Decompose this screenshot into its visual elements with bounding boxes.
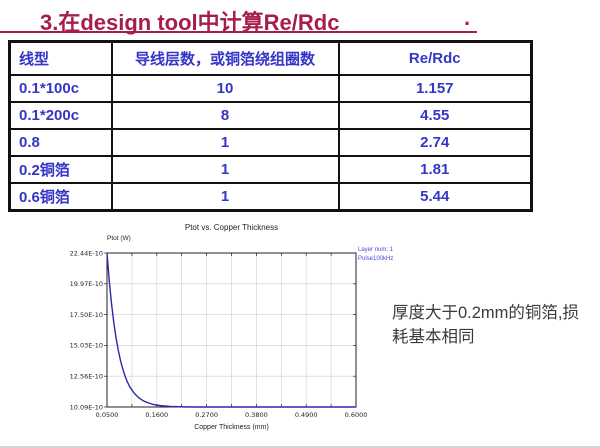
page-title: 3.在design tool中计算Re/Rdc bbox=[40, 10, 340, 35]
y-tick-label: 10.09E-10 bbox=[70, 403, 103, 411]
table-row: 0.6铜箔 1 5.44 bbox=[8, 182, 533, 212]
legend-entry: Pulse100kHz bbox=[358, 256, 394, 262]
table-cell: 0.1*100c bbox=[8, 74, 113, 103]
ptot-chart: 22.44E-10 19.97E-10 17.50E-10 15.03E-10 12.5… bbox=[45, 220, 425, 446]
x-tick-label: 0.2700 bbox=[195, 411, 218, 419]
chart-legend: Layer num: 1 Pulse100kHz bbox=[358, 246, 393, 264]
legend-entry: Layer num: 1 bbox=[358, 247, 394, 253]
note-line: 厚度大于0.2mm的铜箔,损 bbox=[392, 304, 580, 322]
table-cell: 10 bbox=[110, 74, 340, 103]
table-row: 0.1*200c 8 4.55 bbox=[8, 101, 533, 130]
column-header: 线型 bbox=[8, 40, 113, 76]
table-cell: 4.55 bbox=[337, 101, 533, 130]
table-cell: 1 bbox=[110, 128, 340, 157]
table-header-row: 线型 导线层数，或铜箔绕组圈数 Re/Rdc bbox=[8, 40, 533, 76]
chart-canvas: 22.44E-10 19.97E-10 17.50E-10 15.03E-10 12.5… bbox=[70, 249, 368, 419]
table-row: 0.1*100c 10 1.157 bbox=[8, 74, 533, 103]
table-cell: 1 bbox=[110, 155, 340, 184]
y-tick-label: 17.50E-10 bbox=[70, 311, 103, 319]
column-header: Re/Rdc bbox=[337, 40, 533, 76]
table-cell: 1 bbox=[110, 182, 340, 212]
re-rdc-table: 线型 导线层数，或铜箔绕组圈数 Re/Rdc 0.1*100c 10 1.157 0.1*… bbox=[8, 40, 533, 212]
x-tick-label: 0.1600 bbox=[145, 411, 168, 419]
chart-title: Ptot vs. Copper Thickness bbox=[184, 223, 279, 232]
table-cell: 0.1*200c bbox=[8, 101, 113, 130]
table-row: 0.2铜箔 1 1.81 bbox=[8, 155, 533, 184]
table-cell: 8 bbox=[110, 101, 340, 130]
x-tick-label: 0.6000 bbox=[345, 411, 368, 419]
table-cell: 0.2铜箔 bbox=[8, 155, 113, 184]
ptot-curve bbox=[106, 252, 356, 408]
table-cell: 2.74 bbox=[337, 128, 533, 157]
table-cell: 1.81 bbox=[337, 155, 533, 184]
table-cell: 1.157 bbox=[337, 74, 533, 103]
column-header: 导线层数，或铜箔绕组圈数 bbox=[110, 40, 340, 76]
y-tick-label: 19.97E-10 bbox=[70, 280, 103, 288]
note-line: 耗基本相同 bbox=[392, 327, 475, 346]
y-tick-label: 15.03E-10 bbox=[70, 342, 103, 350]
table-cell: 0.6铜箔 bbox=[8, 182, 113, 212]
title-trailing-dot: . bbox=[464, 5, 471, 30]
x-tick-label: 0.0500 bbox=[96, 411, 119, 419]
y-axis-label: Ptot (W) bbox=[107, 235, 131, 242]
note-text: 厚度大于0.2mm的铜箔,损 耗基本相同 bbox=[392, 302, 600, 350]
title-underline bbox=[0, 31, 477, 33]
y-tick-label: 12.56E-10 bbox=[70, 373, 103, 381]
x-axis-label: Copper Thickness (mm) bbox=[194, 424, 269, 431]
x-tick-label: 0.4900 bbox=[295, 411, 318, 419]
x-tick-label: 0.3800 bbox=[245, 411, 268, 419]
y-tick-label: 22.44E-10 bbox=[70, 249, 103, 257]
table-row: 0.8 1 2.74 bbox=[8, 128, 533, 157]
table-cell: 0.8 bbox=[8, 128, 113, 157]
table-cell: 5.44 bbox=[337, 182, 533, 212]
